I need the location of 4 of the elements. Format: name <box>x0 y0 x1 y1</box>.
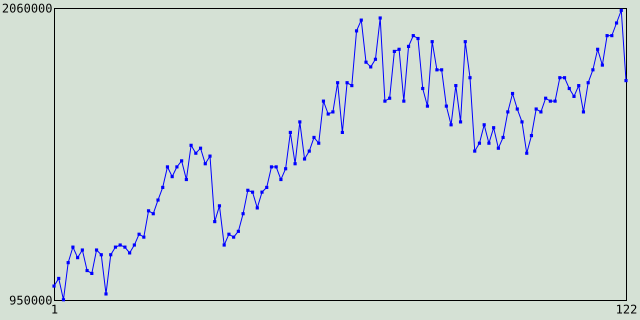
y-tick-label: 950000 <box>9 294 52 308</box>
x-tick-label: 1 <box>50 302 58 316</box>
y-tick-label: 2060000 <box>2 2 52 16</box>
x-tick-label: 122 <box>616 302 638 316</box>
